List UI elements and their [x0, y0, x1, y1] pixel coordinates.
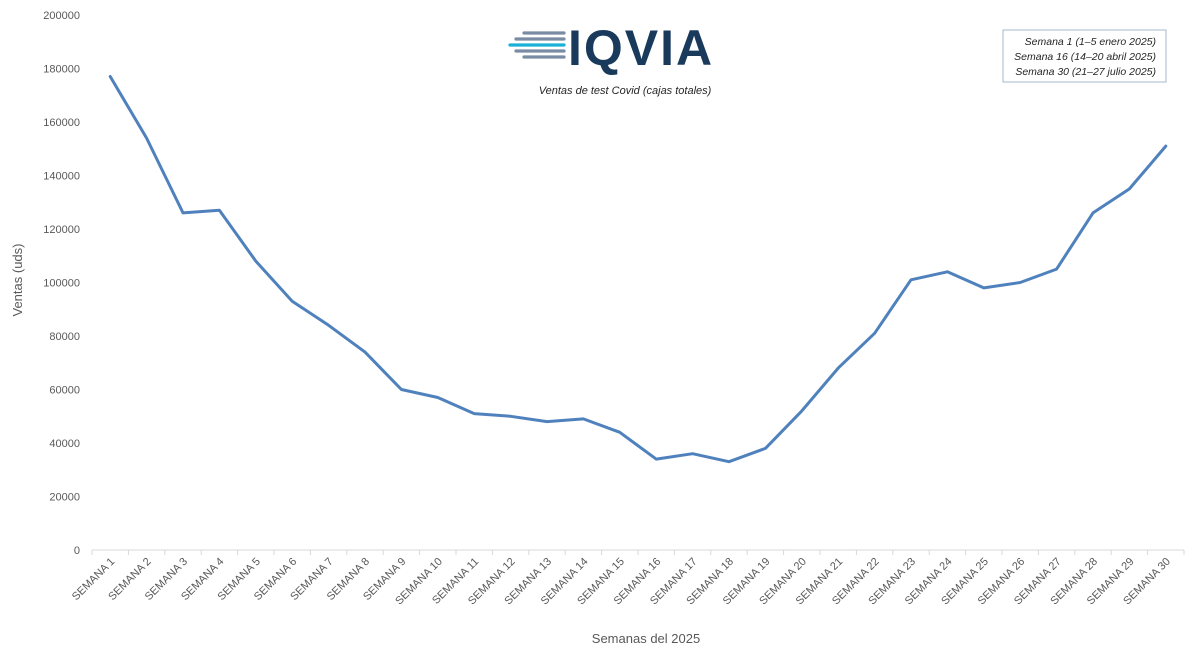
iqvia-logo: IQVIA — [508, 20, 714, 76]
y-tick-label: 160000 — [43, 117, 80, 129]
y-tick-label: 100000 — [43, 278, 80, 290]
y-tick-label: 0 — [74, 545, 80, 557]
y-tick-label: 60000 — [49, 385, 80, 397]
y-tick-label: 20000 — [49, 492, 80, 504]
y-axis-title: Ventas (uds) — [10, 244, 25, 317]
y-tick-label: 80000 — [49, 331, 80, 343]
legend-entry: Semana 16 (14–20 abril 2025) — [1014, 51, 1156, 63]
series-group — [108, 75, 1168, 464]
x-axis-tick-marks — [91, 550, 1185, 555]
legend-box — [1002, 29, 1167, 83]
chart-subtitle: Ventas de test Covid (cajas totales) — [539, 85, 712, 97]
y-tick-label: 200000 — [43, 10, 80, 22]
x-axis-title: Semanas del 2025 — [592, 631, 700, 646]
series-line — [108, 75, 1168, 464]
legend: Semana 1 (1–5 enero 2025) Semana 16 (14–… — [1002, 29, 1167, 83]
y-tick-label: 40000 — [49, 438, 80, 450]
y-tick-label: 180000 — [43, 64, 80, 76]
y-axis-ticks: 0 20000 40000 60000 80000 100000 120000 140000 1… — [43, 10, 80, 557]
legend-entry: Semana 30 (21–27 julio 2025) — [1015, 66, 1156, 78]
legend-entry: Semana 1 (1–5 enero 2025) — [1025, 36, 1156, 48]
logo-stripes-icon — [508, 31, 566, 59]
y-tick-label: 120000 — [43, 224, 80, 236]
y-tick-label: 140000 — [43, 171, 80, 183]
logo-text: IQVIA — [568, 20, 714, 76]
